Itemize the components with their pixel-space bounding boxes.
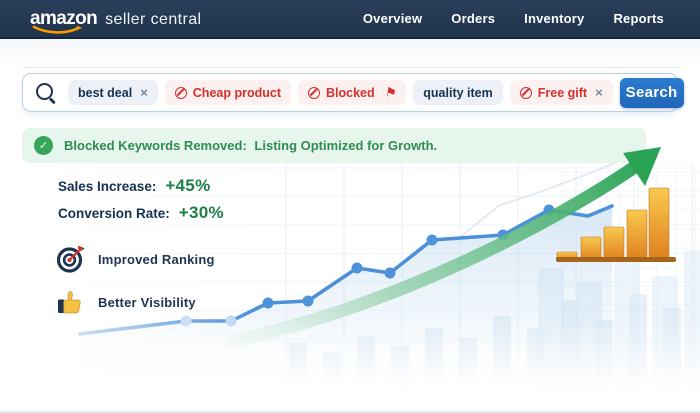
stat-sales-increase: Sales Increase: +45% [58, 176, 210, 196]
amazon-wordmark: amazon [30, 9, 98, 34]
keyword-tag-quality-item[interactable]: quality item [413, 80, 503, 105]
feature-label: Improved Ranking [98, 251, 215, 267]
stat-label: Conversion Rate: [58, 206, 170, 221]
nav-item-inventory[interactable]: Inventory [524, 11, 585, 26]
prohibition-icon [307, 86, 320, 99]
flag-icon[interactable]: ⚑ [383, 83, 398, 101]
keyword-tag-cheap-product[interactable]: Cheap product [164, 80, 291, 105]
check-icon: ✓ [34, 136, 53, 155]
stat-conversion-rate: Conversion Rate: +30% [58, 203, 224, 223]
target-icon [56, 245, 85, 273]
banner-message: Blocked Keywords Removed: Listing Optimi… [64, 138, 437, 153]
stat-label: Sales Increase: [58, 179, 157, 194]
keyword-search-bar[interactable]: best deal × Cheap product Blocked ⚑ qual… [22, 73, 684, 112]
keyword-tag-blocked[interactable]: Blocked ⚑ [297, 80, 407, 105]
tag-label: quality item [423, 85, 493, 100]
banner-message-bold: Blocked Keywords Removed: [64, 138, 247, 153]
nav-item-orders[interactable]: Orders [451, 11, 496, 26]
amazon-smile-icon [32, 25, 83, 34]
main-nav: Overview Orders Inventory Reports [363, 11, 664, 26]
seller-central-label: seller central [105, 10, 202, 28]
tag-label: Cheap product [192, 85, 281, 100]
prohibition-icon [174, 86, 187, 99]
divider-line [22, 67, 678, 68]
subnav-gradient [0, 39, 700, 65]
feature-label: Better Visibility [98, 294, 196, 310]
remove-tag-icon[interactable]: × [595, 85, 603, 100]
search-icon [35, 82, 57, 104]
stat-value: +45% [165, 176, 211, 195]
thumbs-up-icon [58, 291, 81, 314]
amazon-logo[interactable]: amazon seller central [30, 9, 202, 34]
stat-value: +30% [178, 203, 224, 222]
tag-label: best deal [78, 85, 133, 100]
keyword-tag-best-deal[interactable]: best deal × [68, 80, 158, 105]
keyword-tag-free-gift[interactable]: Free gift × [509, 80, 613, 105]
nav-item-overview[interactable]: Overview [362, 11, 423, 26]
remove-tag-icon[interactable]: × [140, 85, 148, 100]
prohibition-icon [519, 86, 532, 99]
top-navbar: amazon seller central Overview Orders In… [0, 0, 700, 39]
tag-label: Blocked [325, 85, 375, 100]
search-button[interactable]: Search [619, 77, 684, 108]
tag-label: Free gift [537, 85, 588, 100]
feature-better-visibility: Better Visibility [55, 287, 196, 317]
feature-improved-ranking: Improved Ranking [55, 244, 215, 274]
banner-message-rest: Listing Optimized for Growth. [254, 138, 438, 153]
success-banner: ✓ Blocked Keywords Removed: Listing Opti… [22, 128, 646, 163]
nav-item-reports[interactable]: Reports [613, 11, 664, 26]
